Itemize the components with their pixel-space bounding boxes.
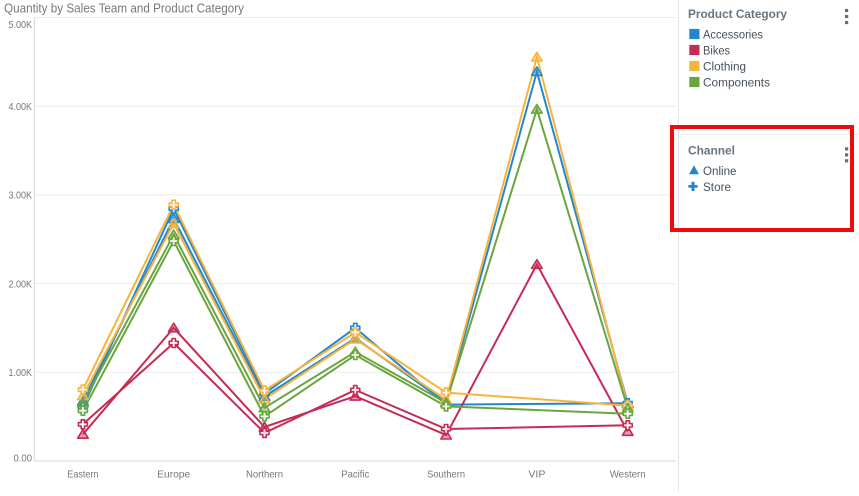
svg-text:Clothing: Clothing <box>703 59 746 73</box>
svg-text:Pacific: Pacific <box>341 470 369 481</box>
svg-text:Channel: Channel <box>688 143 735 157</box>
svg-text:3.00K: 3.00K <box>9 191 33 202</box>
svg-text:Bikes: Bikes <box>703 43 730 57</box>
svg-text:Southern: Southern <box>427 470 465 481</box>
svg-text:5.00K: 5.00K <box>9 20 33 31</box>
svg-text:4.00K: 4.00K <box>9 102 33 113</box>
svg-text:Accessories: Accessories <box>703 27 763 41</box>
svg-text:VIP: VIP <box>528 470 545 481</box>
svg-text:2.00K: 2.00K <box>9 279 33 290</box>
svg-text:Europe: Europe <box>157 470 190 481</box>
svg-text:0.00: 0.00 <box>14 453 33 464</box>
svg-text:Western: Western <box>610 470 646 481</box>
svg-text:Components: Components <box>703 75 770 89</box>
svg-text:Northern: Northern <box>246 470 283 481</box>
svg-text:Quantity by Sales Team and Pro: Quantity by Sales Team and Product Categ… <box>4 2 245 16</box>
svg-text:Eastern: Eastern <box>67 470 98 481</box>
svg-text:Online: Online <box>703 164 737 178</box>
svg-text:1.00K: 1.00K <box>9 368 33 379</box>
svg-text:Store: Store <box>703 180 731 194</box>
svg-text:Product Category: Product Category <box>688 7 787 21</box>
